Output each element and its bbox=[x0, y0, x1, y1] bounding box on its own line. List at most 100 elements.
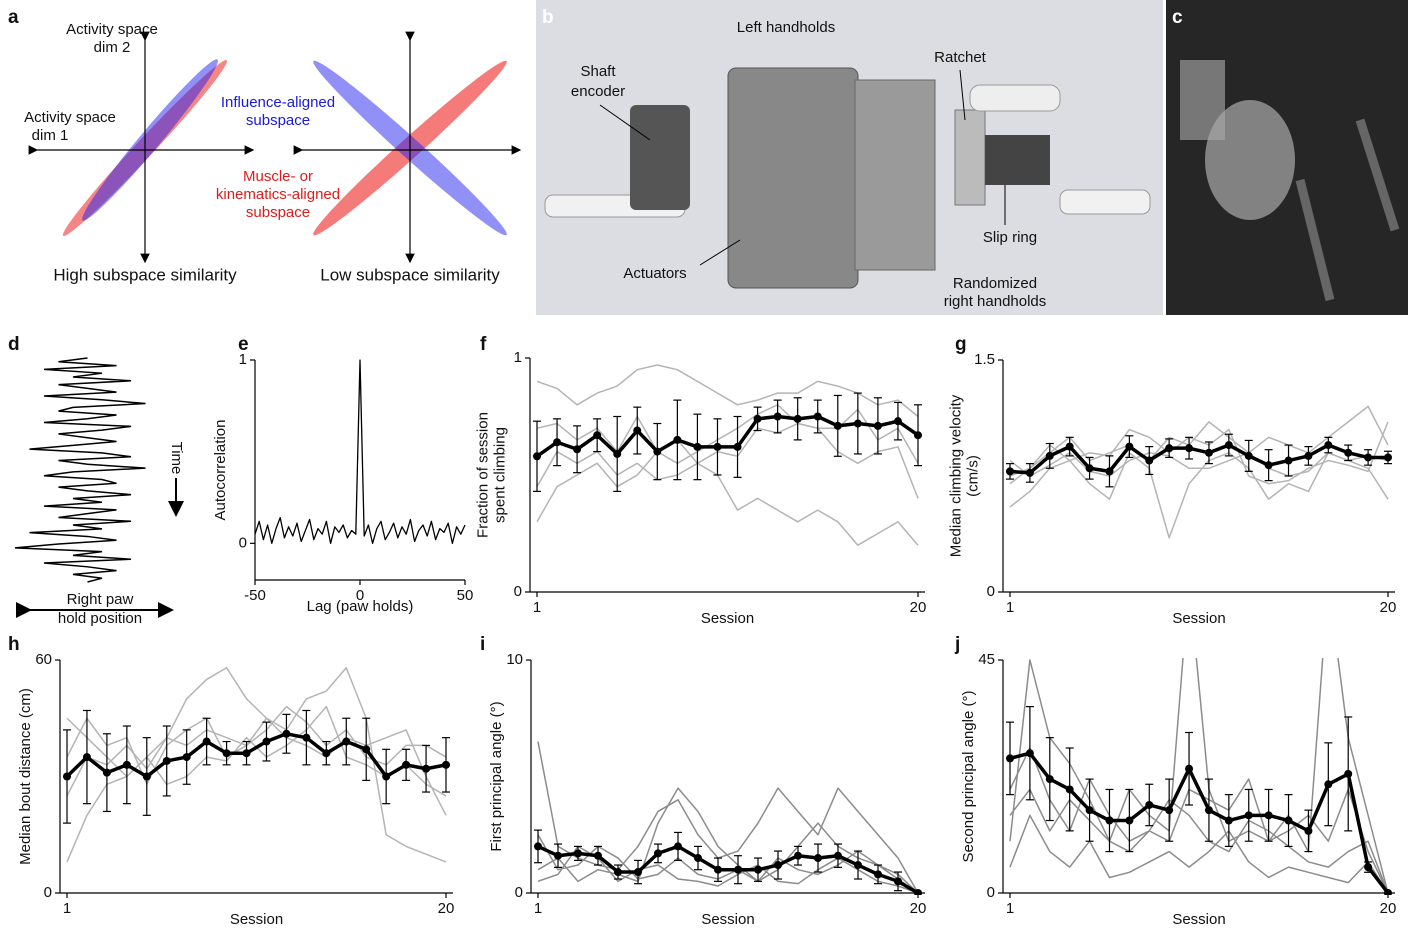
mean-point bbox=[1344, 769, 1353, 778]
mean-point bbox=[894, 877, 902, 886]
trace bbox=[14, 357, 146, 583]
mean-point bbox=[342, 737, 351, 746]
line bbox=[537, 834, 919, 894]
mean-point bbox=[1244, 811, 1253, 820]
mean-point bbox=[102, 768, 111, 777]
mean-point bbox=[594, 851, 602, 860]
mean-point bbox=[1145, 800, 1154, 809]
x-tick-label: 20 bbox=[910, 599, 927, 616]
x-tick-label: 1 bbox=[1006, 599, 1014, 616]
mean-point bbox=[753, 414, 762, 423]
mean-point bbox=[533, 452, 541, 461]
label: Ratchet bbox=[934, 49, 987, 66]
label: dim 2 bbox=[94, 39, 131, 56]
line bbox=[1009, 452, 1389, 539]
mean-point bbox=[914, 431, 922, 440]
mean-point bbox=[873, 421, 882, 430]
axis-label: Right paw bbox=[67, 591, 134, 608]
mean-point bbox=[182, 753, 191, 762]
device bbox=[727, 67, 859, 289]
mean-point bbox=[1384, 889, 1392, 895]
label: subspace bbox=[246, 204, 310, 221]
y-tick-label: 0 bbox=[987, 884, 995, 901]
mean-point bbox=[1204, 448, 1213, 457]
mean-point bbox=[1344, 448, 1353, 457]
y-tick-label: 1 bbox=[239, 351, 247, 368]
line bbox=[537, 787, 919, 894]
mean-point bbox=[1105, 816, 1114, 825]
mean-point bbox=[202, 737, 211, 746]
panel-b: b Left handholds Shaft encoder Ratchet S… bbox=[536, 0, 1163, 315]
mean-point bbox=[654, 849, 662, 858]
line bbox=[536, 439, 919, 546]
mean-point bbox=[1364, 863, 1373, 872]
x-tick-label: 1 bbox=[533, 599, 541, 616]
pointer bbox=[959, 69, 966, 121]
label: Activity space bbox=[66, 21, 158, 38]
panel-letter: g bbox=[955, 334, 967, 355]
line bbox=[536, 422, 919, 499]
mean-point bbox=[82, 753, 91, 762]
mean-point bbox=[1284, 456, 1293, 465]
mean-point bbox=[673, 435, 682, 444]
mean-point bbox=[714, 865, 722, 874]
pointer bbox=[599, 104, 651, 141]
cloud bbox=[82, 59, 218, 221]
y-tick-label: 1.5 bbox=[974, 351, 995, 368]
mean-point bbox=[262, 737, 271, 746]
mean-point bbox=[1224, 441, 1233, 450]
mean-point bbox=[1145, 456, 1154, 465]
line bbox=[66, 717, 447, 816]
line bbox=[1009, 814, 1389, 894]
mean-point bbox=[833, 421, 842, 430]
mean-point bbox=[773, 412, 782, 421]
x-tick-label: 20 bbox=[1380, 599, 1397, 616]
plot-area bbox=[63, 667, 450, 863]
y-tick-label: 0 bbox=[515, 884, 523, 901]
mean-point bbox=[1264, 461, 1273, 470]
mean-point bbox=[1006, 754, 1014, 763]
panel-c: c bbox=[1166, 0, 1408, 315]
mean-point bbox=[793, 414, 802, 423]
mean-point bbox=[1025, 749, 1034, 758]
mean-point bbox=[634, 868, 642, 877]
y-tick-label: 0 bbox=[239, 534, 247, 551]
line bbox=[66, 705, 447, 786]
line bbox=[254, 359, 466, 544]
mean-point bbox=[1324, 780, 1333, 789]
axis-label: hold position bbox=[58, 610, 142, 627]
panel-letter: a bbox=[8, 7, 19, 28]
label: dim 1 bbox=[32, 127, 69, 144]
x-tick-label: 20 bbox=[438, 900, 455, 917]
mean-point bbox=[162, 756, 171, 765]
axis-label: Autocorrelation bbox=[212, 420, 229, 521]
label: Activity space bbox=[24, 109, 116, 126]
mean-point bbox=[774, 861, 782, 870]
panel-letter: j bbox=[954, 634, 960, 655]
label: Muscle- or bbox=[243, 168, 313, 185]
plot-area bbox=[1006, 405, 1392, 539]
mean-point bbox=[914, 889, 922, 895]
mean-point bbox=[834, 851, 842, 860]
mean-point bbox=[1006, 467, 1014, 476]
x-tick-label: 0 bbox=[356, 587, 364, 604]
x-tick-label: 1 bbox=[534, 900, 542, 917]
mean-point bbox=[1284, 816, 1293, 825]
label: Low subspace similarity bbox=[320, 265, 500, 284]
mean-point bbox=[302, 733, 311, 742]
device bbox=[854, 79, 936, 271]
photo-shape bbox=[1295, 178, 1335, 302]
mean-point bbox=[402, 760, 411, 769]
mean-point bbox=[63, 772, 71, 781]
mean-point bbox=[1125, 442, 1134, 451]
mean-point bbox=[653, 447, 662, 456]
mean-point bbox=[1244, 451, 1253, 460]
mean-point bbox=[1165, 444, 1174, 453]
mean-point bbox=[733, 442, 742, 451]
mean-point bbox=[613, 449, 622, 458]
mean-point bbox=[422, 764, 431, 773]
pointer bbox=[699, 239, 741, 266]
mean-point bbox=[222, 749, 231, 758]
device bbox=[1059, 189, 1151, 215]
